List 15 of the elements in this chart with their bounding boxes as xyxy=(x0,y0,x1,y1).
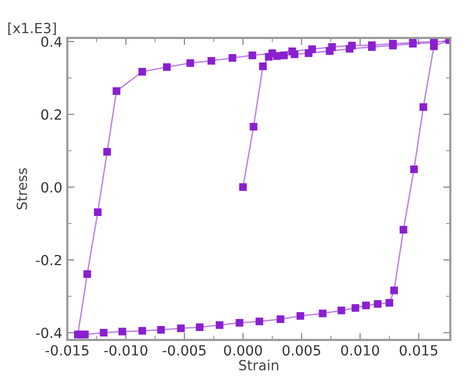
y-tick-label: 0.4 xyxy=(41,36,62,48)
y-tick-label: 0.0 xyxy=(41,182,62,193)
x-tick-label: -0.015 xyxy=(46,345,88,356)
y-tick-label: 0.2 xyxy=(41,109,62,120)
x-tick-label: -0.005 xyxy=(162,345,206,356)
x-tick-label: 0.010 xyxy=(341,345,380,356)
x-tick-label: 0.015 xyxy=(400,345,438,356)
x-tick-label: 0.000 xyxy=(224,345,262,356)
x-tick-label: 0.005 xyxy=(282,345,320,356)
y-tick-label: -0.4 xyxy=(36,328,62,338)
y-tick-label: -0.2 xyxy=(36,254,62,266)
x-axis-title: Strain xyxy=(239,360,278,370)
y-axis-title: Stress xyxy=(16,168,28,210)
text: [x1.E3] xyxy=(8,22,56,35)
x-tick-label: -0.010 xyxy=(104,345,148,356)
